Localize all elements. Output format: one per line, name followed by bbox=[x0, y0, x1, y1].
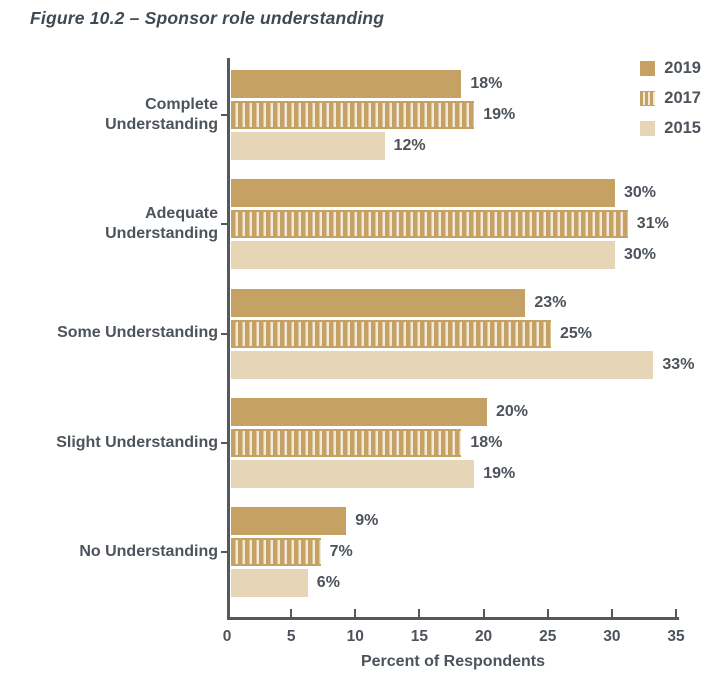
bar-2015 bbox=[231, 459, 475, 488]
bar-2019 bbox=[231, 507, 347, 535]
bar-2017 bbox=[231, 428, 462, 457]
y-tick bbox=[221, 441, 227, 444]
x-tick bbox=[546, 609, 549, 617]
y-tick bbox=[221, 114, 227, 116]
bar-value-label: 7% bbox=[329, 543, 353, 560]
bar-2015 bbox=[231, 241, 615, 270]
x-axis-title: Percent of Respondents bbox=[360, 653, 546, 670]
bar-value-label: 30% bbox=[624, 246, 657, 264]
bar-2017 bbox=[231, 210, 628, 239]
bar-value-label: 6% bbox=[316, 574, 340, 591]
x-tick-label: 35 bbox=[667, 628, 685, 645]
x-tick-label: 0 bbox=[222, 628, 232, 645]
bar-stack: 9% 7% 6% bbox=[231, 507, 679, 597]
x-tick-label: 15 bbox=[410, 628, 429, 645]
category-label: Slight Understanding bbox=[56, 433, 218, 451]
legend-label: 2015 bbox=[664, 119, 701, 137]
bar-value-label: 9% bbox=[355, 512, 379, 529]
bar-2019 bbox=[231, 397, 487, 426]
category-label: Adequate Understanding bbox=[105, 204, 218, 243]
legend-swatch-2019-icon bbox=[640, 61, 656, 76]
bar-row: 9% bbox=[231, 507, 679, 535]
legend-swatch-2015-icon bbox=[640, 121, 656, 136]
bar-value-label: 12% bbox=[393, 137, 426, 154]
y-tick bbox=[221, 223, 227, 226]
x-tick bbox=[675, 609, 677, 617]
bar-row: 18% bbox=[231, 70, 679, 98]
bar-row: 6% bbox=[231, 569, 679, 597]
bar-value-label: 31% bbox=[636, 215, 669, 233]
bar-stack: 23% 25% 33% bbox=[231, 288, 694, 379]
category-group: Complete Understanding 18% 19% 12% bbox=[28, 70, 679, 160]
bar-stack: 30% 31% 30% bbox=[231, 179, 679, 270]
bar-row: 12% bbox=[231, 132, 679, 160]
category-group: No Understanding 9% 7% 6% bbox=[28, 507, 679, 597]
y-tick bbox=[221, 551, 227, 553]
x-tick bbox=[610, 609, 613, 617]
x-tick-label: 20 bbox=[474, 628, 493, 645]
bar-value-label: 20% bbox=[496, 402, 529, 420]
x-tick bbox=[418, 609, 421, 617]
bar-value-label: 18% bbox=[470, 433, 503, 451]
bar-2017 bbox=[231, 538, 321, 566]
legend-item-2015: 2015 bbox=[640, 119, 701, 138]
bar-row: 7% bbox=[231, 538, 679, 566]
legend-label: 2019 bbox=[664, 59, 701, 77]
x-tick bbox=[290, 609, 293, 617]
bar-value-label: 19% bbox=[483, 464, 516, 482]
bar-2017 bbox=[231, 101, 475, 129]
category-label: Complete Understanding bbox=[105, 95, 218, 133]
x-tick-label: 5 bbox=[286, 628, 296, 645]
bar-row: 30% bbox=[231, 179, 679, 208]
y-axis-line bbox=[227, 58, 230, 620]
bar-row: 19% bbox=[231, 459, 679, 488]
bar-2015 bbox=[231, 569, 308, 597]
bar-value-label: 33% bbox=[662, 355, 695, 373]
bar-row: 18% bbox=[231, 428, 679, 457]
bar-row: 33% bbox=[231, 350, 694, 379]
bar-stack: 20% 18% 19% bbox=[231, 397, 679, 488]
x-tick bbox=[482, 609, 485, 617]
x-tick-label: 30 bbox=[603, 628, 621, 645]
bar-row: 23% bbox=[231, 288, 679, 317]
category-label: Some Understanding bbox=[57, 324, 218, 342]
category-group: Adequate Understanding 30% 31% 30% bbox=[28, 179, 679, 270]
bar-2019 bbox=[231, 70, 462, 98]
category-group: Some Understanding 23% 25% 33% bbox=[28, 288, 694, 379]
y-tick bbox=[221, 332, 227, 335]
bar-2017 bbox=[231, 319, 551, 348]
x-tick-label: 25 bbox=[539, 628, 557, 645]
legend: 2019 2017 2015 bbox=[640, 59, 701, 138]
bar-value-label: 25% bbox=[560, 324, 593, 342]
bar-2019 bbox=[231, 179, 615, 208]
legend-item-2017: 2017 bbox=[640, 89, 701, 108]
bar-2015 bbox=[231, 350, 654, 379]
x-tick bbox=[354, 609, 357, 617]
bar-row: 30% bbox=[231, 241, 679, 270]
category-group: Slight Understanding 20% 18% 19% bbox=[28, 397, 679, 488]
chart-title: Figure 10.2 – Sponsor role understanding bbox=[30, 8, 385, 28]
legend-item-2019: 2019 bbox=[640, 59, 701, 78]
x-axis-line bbox=[227, 617, 679, 620]
plot-area: Complete Understanding 18% 19% 12% Adequate … bbox=[28, 60, 694, 617]
x-tick-label: 10 bbox=[346, 628, 364, 645]
bar-value-label: 30% bbox=[624, 184, 657, 202]
bar-stack: 18% 19% 12% bbox=[231, 70, 679, 160]
bar-2019 bbox=[231, 288, 526, 317]
legend-swatch-2017-icon bbox=[640, 91, 656, 106]
bar-2015 bbox=[231, 132, 385, 160]
bar-row: 20% bbox=[231, 397, 679, 426]
bar-row: 25% bbox=[231, 319, 679, 348]
category-label: No Understanding bbox=[79, 542, 218, 560]
bar-value-label: 18% bbox=[470, 75, 503, 92]
bar-value-label: 23% bbox=[534, 293, 567, 311]
bar-row: 19% bbox=[231, 101, 679, 129]
legend-label: 2017 bbox=[664, 89, 701, 107]
bar-row: 31% bbox=[231, 210, 679, 239]
bar-value-label: 19% bbox=[483, 106, 516, 123]
